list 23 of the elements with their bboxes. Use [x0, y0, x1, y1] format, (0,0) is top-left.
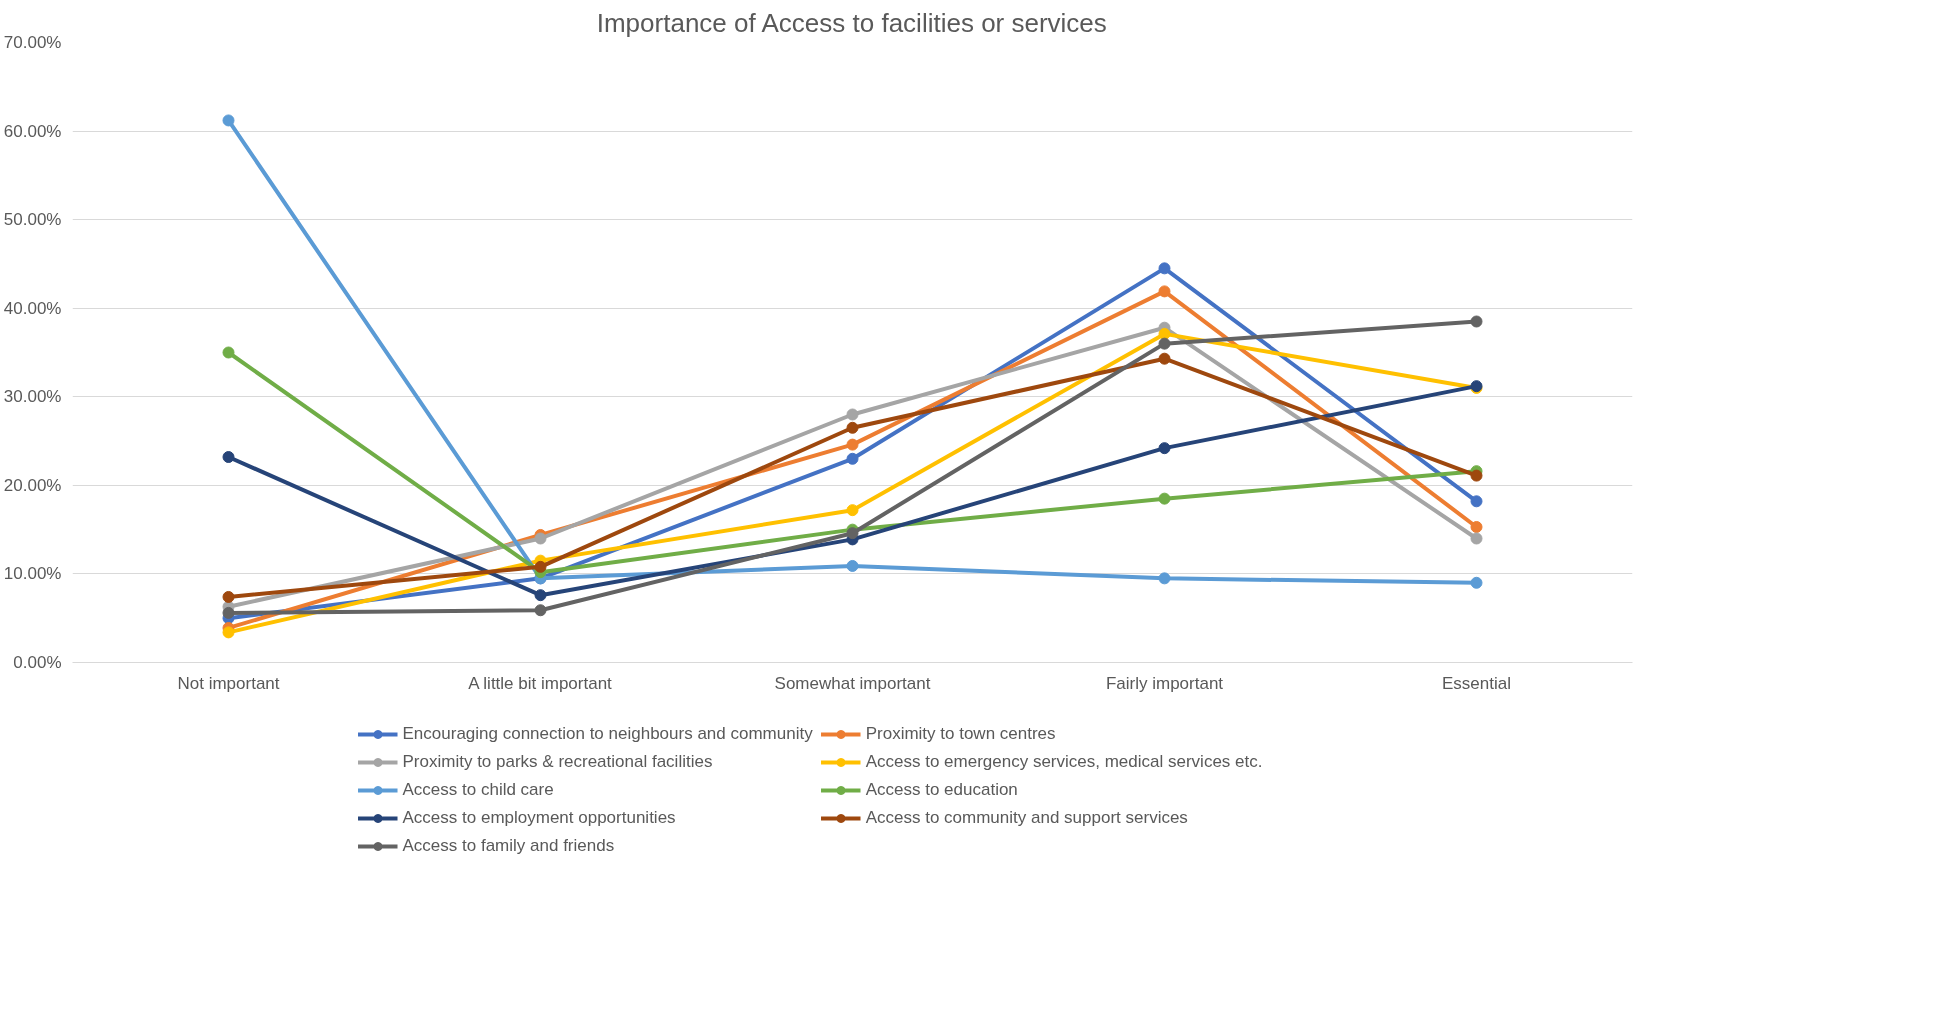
legend-label: Access to education	[865, 780, 1018, 800]
x-tick-label: Somewhat important	[774, 673, 931, 693]
legend-label: Access to family and friends	[402, 836, 615, 856]
x-tick-label: Not important	[177, 673, 280, 693]
legend-label: Access to employment opportunities	[402, 808, 676, 828]
x-tick-label: A little bit important	[468, 673, 613, 693]
legend-label: Access to child care	[402, 780, 554, 800]
x-tick-label: Essential	[1442, 673, 1511, 693]
y-tick-label: 10.00%	[3, 564, 62, 584]
y-tick-label: 0.00%	[13, 653, 62, 672]
y-tick-label: 40.00%	[3, 298, 62, 318]
legend-label: Access to community and support services	[865, 808, 1188, 828]
legend-label: Encouraging connection to neighbours and community	[402, 724, 813, 744]
y-tick-label: 70.00%	[3, 33, 62, 52]
y-tick-label: 20.00%	[3, 475, 62, 495]
legend-label: Access to emergency services, medical services etc.	[865, 752, 1263, 772]
chart-title: Importance of Access to facilities or services	[596, 7, 1107, 38]
legend-label: Proximity to parks & recreational facilities	[402, 752, 713, 772]
y-tick-label: 50.00%	[3, 210, 62, 230]
x-tick-label: Fairly important	[1105, 673, 1224, 693]
y-tick-label: 30.00%	[3, 387, 62, 407]
y-tick-label: 60.00%	[3, 121, 62, 141]
legend-label: Proximity to town centres	[865, 724, 1056, 744]
